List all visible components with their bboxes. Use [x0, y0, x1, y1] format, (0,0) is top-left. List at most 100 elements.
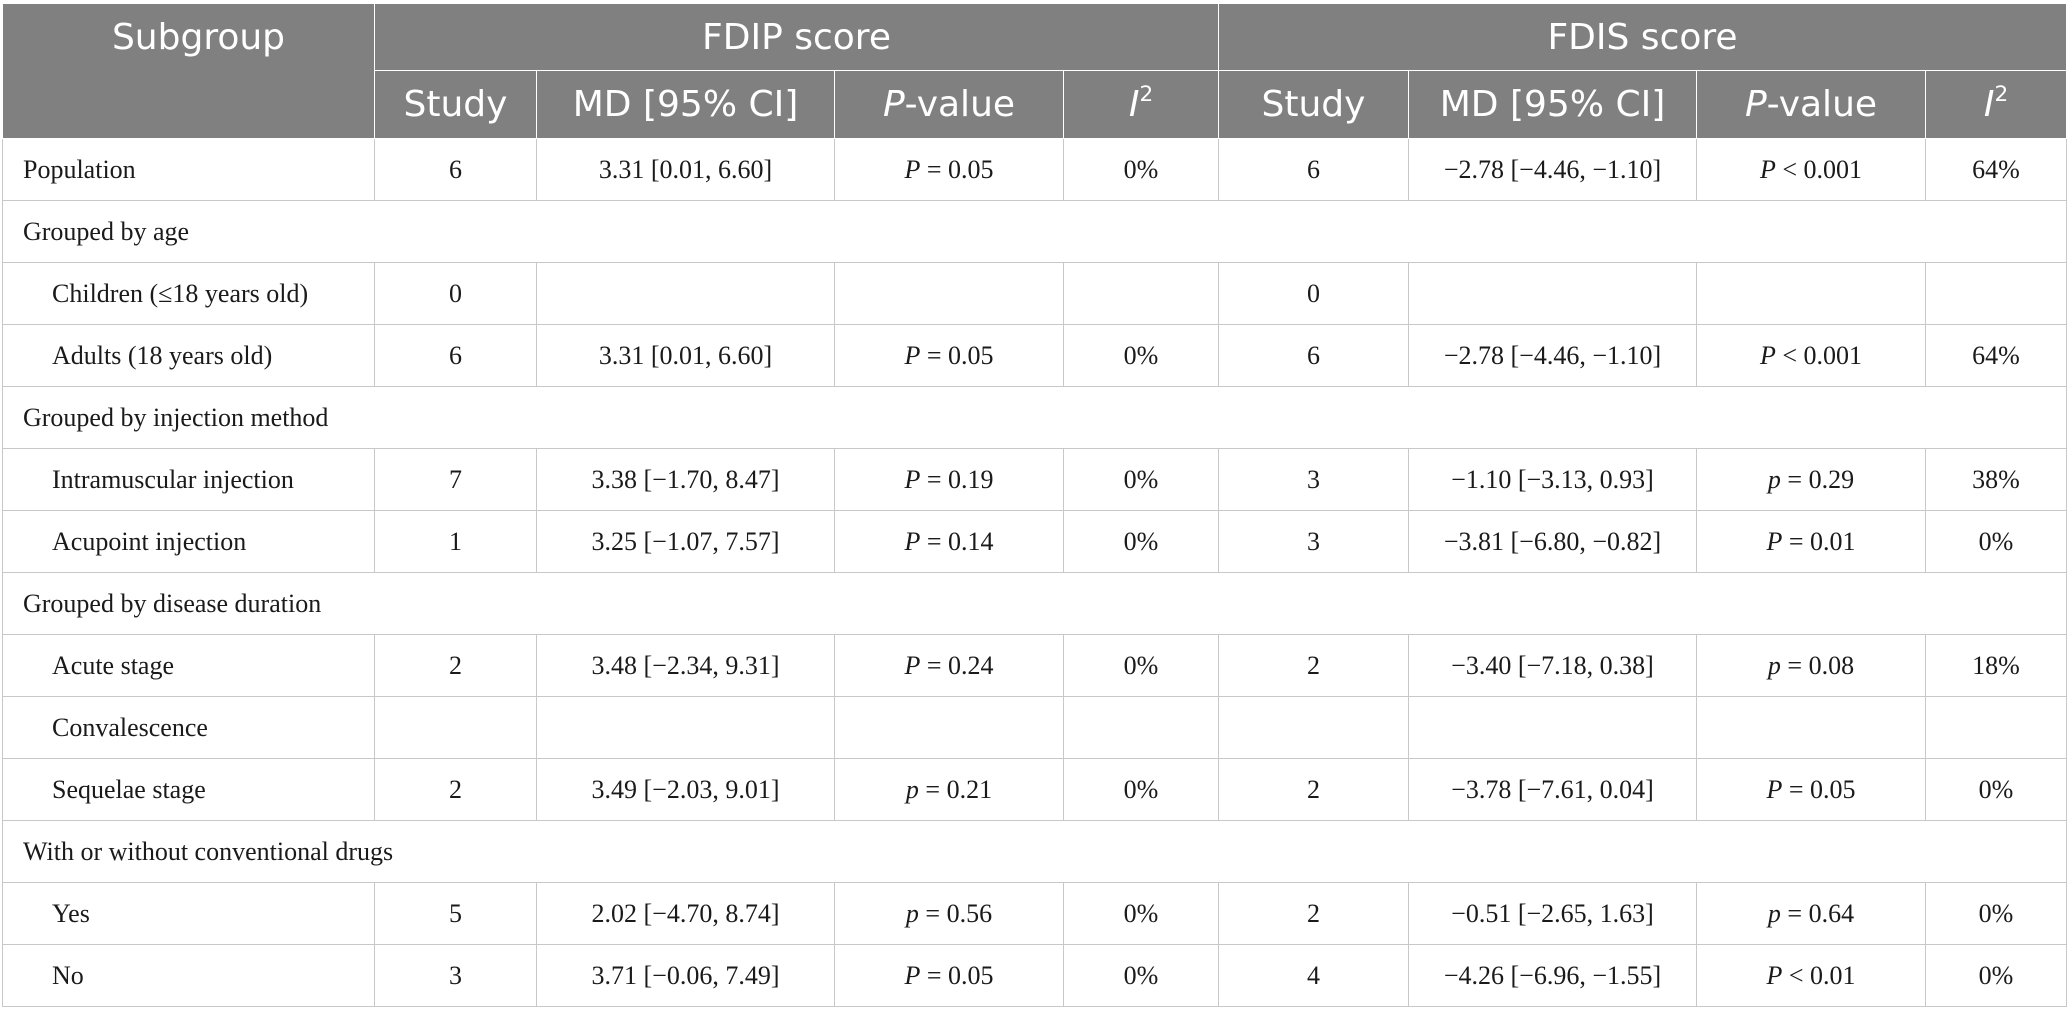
fdis-md-cell: −0.51 [−2.65, 1.63]: [1408, 882, 1697, 945]
fdip-md-cell: 3.71 [−0.06, 7.49]: [536, 944, 835, 1007]
fdis-md-cell: −1.10 [−3.13, 0.93]: [1408, 448, 1697, 511]
pvalue-letter: p: [1767, 650, 1781, 680]
table-row: Acute stage 2 3.48 [−2.34, 9.31] P = 0.24 0%…: [2, 634, 2068, 697]
fdis-study-cell: 3: [1218, 448, 1409, 511]
fdis-pvalue-cell: P = 0.05: [1696, 758, 1926, 821]
subgroup-label: No: [2, 944, 375, 1007]
table-row: Population 6 3.31 [0.01, 6.60] P = 0.05 0% 6−…: [2, 138, 2068, 201]
pvalue-text: = 0.64: [1780, 898, 1855, 928]
pvalue-letter: P: [904, 526, 921, 556]
pvalue-text: < 0.001: [1775, 340, 1863, 370]
group-label: With or without conventional drugs: [1, 820, 2068, 883]
pvalue-letter: P: [1759, 154, 1776, 184]
pvalue-text: = 0.01: [1782, 526, 1856, 556]
fdis-i2-cell: 38%: [1924, 448, 2068, 511]
pvalue-letter: P: [1766, 774, 1783, 804]
subgroup-label: Acupoint injection: [2, 510, 375, 573]
header-fdis-study: Study: [1218, 70, 1409, 139]
fdis-md-cell: −2.78 [−4.46, −1.10]: [1408, 138, 1697, 201]
table-row: Sequelae stage 2 3.49 [−2.03, 9.01] p = 0.2…: [2, 758, 2068, 821]
fdis-i2-cell: [1924, 262, 2068, 325]
fdip-pvalue-cell: P = 0.05: [834, 138, 1064, 201]
fdis-i2-cell: 0%: [1924, 882, 2068, 945]
fdip-pvalue-cell: P = 0.19: [834, 448, 1064, 511]
pvalue-text: = 0.21: [918, 774, 993, 804]
pvalue-letter: P: [904, 960, 921, 990]
pvalue-text: = 0.05: [920, 340, 994, 370]
fdis-pvalue-cell: p = 0.64: [1696, 882, 1926, 945]
fdis-pvalue-cell: p = 0.29: [1696, 448, 1926, 511]
group-header-row: Grouped by disease duration: [1, 572, 2068, 635]
subgroup-label: Acute stage: [2, 634, 375, 697]
fdip-i2-cell: 0%: [1063, 324, 1219, 387]
fdip-i2-cell: 0%: [1063, 510, 1219, 573]
header-fdis-i2: I2: [1924, 70, 2068, 139]
fdip-i2-cell: [1063, 696, 1219, 759]
subgroup-analysis-table: Subgroup FDIP score FDIS score Study MD …: [1, 3, 2068, 1007]
header-fdis-pvalue: P-value: [1696, 70, 1926, 139]
pvalue-letter: p: [1767, 464, 1781, 494]
fdip-study-cell: 2: [374, 634, 537, 697]
fdip-i2-cell: 0%: [1063, 634, 1219, 697]
header-fdip-md: MD [95% CI]: [536, 70, 835, 139]
fdis-study-cell: 6: [1218, 138, 1409, 201]
fdis-pvalue-cell: P < 0.001: [1696, 138, 1926, 201]
pvalue-text: = 0.24: [920, 650, 994, 680]
subgroup-label: Intramuscular injection: [2, 448, 375, 511]
fdip-study-cell: 7: [374, 448, 537, 511]
fdip-pvalue-cell: p = 0.56: [834, 882, 1064, 945]
header-subgroup: Subgroup: [2, 3, 375, 139]
fdip-study-cell: 3: [374, 944, 537, 1007]
group-label: Grouped by age: [1, 200, 2068, 263]
table-row: No 3 3.71 [−0.06, 7.49] P = 0.05 0% 4 −4.26 [−…: [2, 944, 2068, 1007]
fdip-study-cell: 6: [374, 138, 537, 201]
header-fdip-pvalue: P-value: [834, 70, 1064, 139]
group-label: Grouped by disease duration: [1, 572, 2068, 635]
fdis-md-cell: −3.81 [−6.80, −0.82]: [1408, 510, 1697, 573]
pvalue-letter: P: [904, 340, 921, 370]
subgroup-label: Yes: [2, 882, 375, 945]
table-row: Yes 5 2.02 [−4.70, 8.74] p = 0.56 0% 2 −0.51 […: [2, 882, 2068, 945]
fdip-md-cell: 2.02 [−4.70, 8.74]: [536, 882, 835, 945]
fdip-study-cell: [374, 696, 537, 759]
fdis-md-cell: [1408, 696, 1697, 759]
table-row: Convalescence: [2, 696, 2068, 759]
pvalue-text: = 0.05: [920, 960, 994, 990]
pvalue-letter: P: [1766, 960, 1783, 990]
table-header: Subgroup FDIP score FDIS score Study MD …: [2, 3, 2068, 139]
fdip-md-cell: 3.49 [−2.03, 9.01]: [536, 758, 835, 821]
fdis-study-cell: 0: [1218, 262, 1409, 325]
fdis-study-cell: 3: [1218, 510, 1409, 573]
pvalue-text: = 0.19: [920, 464, 994, 494]
fdip-pvalue-cell: [834, 262, 1064, 325]
fdip-i2-cell: [1063, 262, 1219, 325]
fdis-pvalue-cell: P < 0.01: [1696, 944, 1926, 1007]
subgroup-label: Adults (18 years old): [2, 324, 375, 387]
pvalue-text: = 0.14: [920, 526, 994, 556]
pvalue-letter: P: [1766, 526, 1783, 556]
pvalue-letter: p: [905, 774, 919, 804]
table-row: Children (≤18 years old) 0 0: [2, 262, 2068, 325]
fdis-pvalue-cell: P < 0.001: [1696, 324, 1926, 387]
fdip-study-cell: 1: [374, 510, 537, 573]
fdis-md-cell: −4.26 [−6.96, −1.55]: [1408, 944, 1697, 1007]
fdis-i2-cell: 0%: [1924, 758, 2068, 821]
pvalue-text: = 0.05: [1782, 774, 1856, 804]
header-fdis-score: FDIS score: [1217, 3, 2068, 71]
fdip-study-cell: 0: [374, 262, 537, 325]
fdip-i2-cell: 0%: [1063, 758, 1219, 821]
pvalue-text: = 0.29: [1780, 464, 1855, 494]
fdip-md-cell: 3.48 [−2.34, 9.31]: [536, 634, 835, 697]
fdis-i2-cell: 64%: [1924, 138, 2068, 201]
fdip-md-cell: 3.31 [0.01, 6.60]: [536, 324, 835, 387]
table-row: Intramuscular injection 7 3.38 [−1.70, 8.4…: [2, 448, 2068, 511]
header-fdip-i2: I2: [1063, 70, 1219, 139]
group-header-row: Grouped by injection method: [1, 386, 2068, 449]
fdis-md-cell: [1408, 262, 1697, 325]
pvalue-text: = 0.56: [918, 898, 993, 928]
fdip-md-cell: [536, 696, 835, 759]
group-label: Grouped by injection method: [1, 386, 2068, 449]
fdis-i2-cell: 18%: [1924, 634, 2068, 697]
table-row: Acupoint injection 1 3.25 [−1.07, 7.57] P =…: [2, 510, 2068, 573]
group-header-row: With or without conventional drugs: [1, 820, 2068, 883]
